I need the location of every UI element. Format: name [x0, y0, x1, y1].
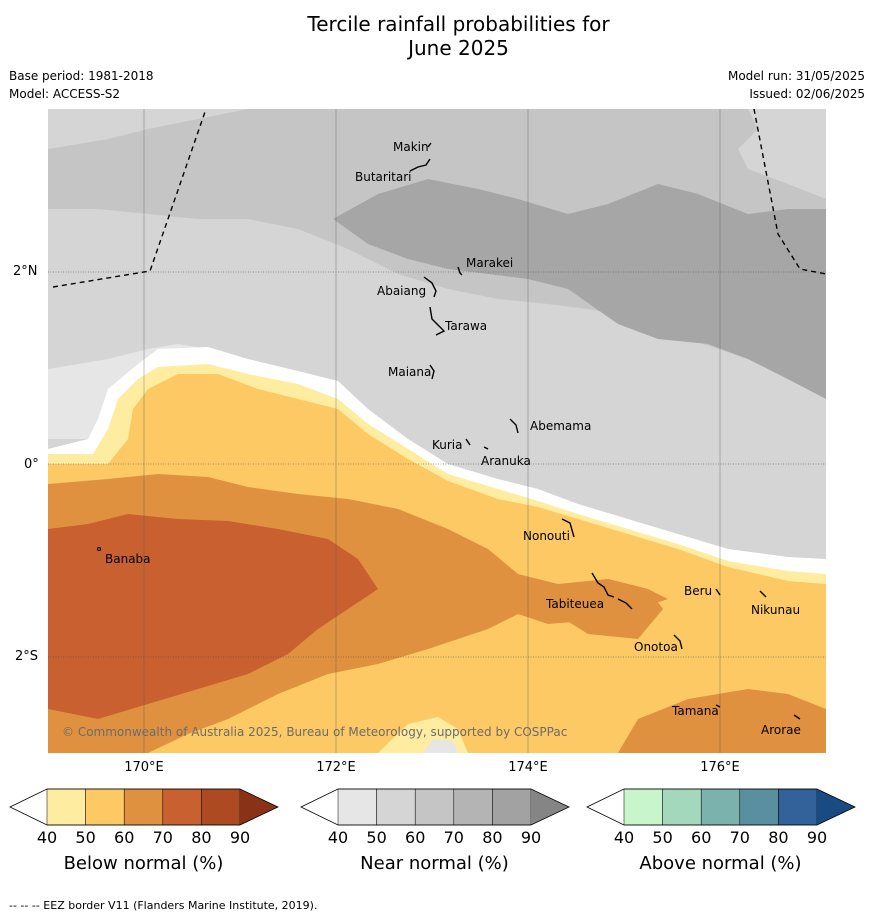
above-normal-colorbar-high-arrow	[817, 789, 855, 825]
below-normal-colorbar-segment	[123, 788, 164, 826]
near-normal-colorbar-outline	[300, 788, 570, 826]
below-normal-tick-label: 70	[152, 828, 173, 847]
label-banaba: Banaba	[105, 552, 151, 566]
model-run: Model run: 31/05/2025	[727, 69, 865, 83]
below-normal-tick-label: 50	[75, 828, 96, 847]
lon-label-176e: 176°E	[700, 760, 740, 775]
below-normal-tick-label: 80	[191, 828, 212, 847]
label-nonouti: Nonouti	[523, 529, 570, 543]
above-normal-colorbar-segment	[739, 788, 779, 826]
lat-label-0: 0°	[24, 457, 39, 472]
label-tamana: Tamana	[671, 704, 719, 718]
below-normal-tick-label: 90	[229, 828, 251, 847]
lat-label-2s: 2°S	[15, 649, 39, 664]
near-normal-colorbar-title: Near normal (%)	[360, 853, 509, 874]
meta-left: Base period: 1981-2018 Model: ACCESS-S2	[9, 67, 154, 103]
label-tarawa: Tarawa	[444, 319, 487, 333]
label-onotoa: Onotoa	[634, 640, 678, 654]
near-normal-colorbar-segment	[337, 788, 377, 826]
label-kuria: Kuria	[432, 438, 463, 452]
near-normal-50-corner	[48, 109, 248, 149]
label-marakei: Marakei	[466, 256, 513, 270]
title-line-1: Tercile rainfall probabilities for	[307, 12, 610, 36]
below-normal-tick-label: 40	[36, 828, 58, 847]
model-name: Model: ACCESS-S2	[9, 87, 121, 101]
above-normal-colorbar-segment	[778, 788, 818, 826]
below-normal-colorbar-title: Below normal (%)	[63, 853, 224, 874]
copyright-notice: © Commonwealth of Australia 2025, Bureau…	[62, 725, 567, 739]
near-normal-tick-label: 40	[327, 828, 349, 847]
near-normal-colorbar-segment	[414, 788, 455, 826]
above-normal-tick-label: 80	[768, 828, 789, 847]
label-makin: Makin	[393, 140, 429, 154]
lon-label-172e: 172°E	[316, 760, 356, 775]
label-tabiteuea: Tabiteuea	[545, 597, 604, 611]
below-normal-colorbar-segment	[162, 788, 202, 826]
label-nikunau: Nikunau	[751, 603, 800, 617]
near-normal-tick-label: 90	[520, 828, 542, 847]
near-normal-colorbar-segment	[492, 788, 532, 826]
issued-date: Issued: 02/06/2025	[749, 87, 865, 101]
probability-map: Makin Butaritari Marakei Abaiang Tarawa …	[48, 109, 826, 753]
lat-label-2n: 2°N	[13, 264, 38, 279]
above-normal-tick-label: 50	[652, 828, 673, 847]
below-normal-70-field	[48, 514, 378, 719]
near-normal-colorbar	[300, 788, 570, 826]
above-normal-tick-label: 40	[613, 828, 635, 847]
above-normal-colorbar-outline	[586, 788, 856, 826]
near-normal-colorbar-segment	[453, 788, 493, 826]
below-normal-colorbar-low-arrow	[10, 789, 47, 825]
near-normal-colorbar-low-arrow	[301, 789, 338, 825]
banaba-island	[97, 547, 101, 551]
label-aranuka: Aranuka	[481, 454, 531, 468]
below-normal-colorbar-outline	[9, 788, 279, 826]
base-period: Base period: 1981-2018	[9, 69, 154, 83]
above-normal-colorbar-low-arrow	[587, 789, 624, 825]
above-normal-colorbar-segment	[662, 788, 702, 826]
near-normal-colorbar-high-arrow	[531, 789, 569, 825]
above-normal-colorbar-segment	[700, 788, 741, 826]
gridlines	[143, 109, 721, 753]
label-abaiang: Abaiang	[377, 284, 426, 298]
label-arorae: Arorae	[761, 723, 801, 737]
below-normal-colorbar-segment	[201, 788, 241, 826]
near-normal-tick-label: 70	[443, 828, 464, 847]
below-normal-colorbar-segment	[85, 788, 125, 826]
near-normal-40-bottom	[423, 739, 458, 753]
near-normal-50-ne	[738, 109, 826, 199]
above-normal-colorbar-segment	[623, 788, 663, 826]
label-butaritari: Butaritari	[355, 170, 412, 184]
lon-label-174e: 174°E	[508, 760, 548, 775]
title-line-2: June 2025	[408, 36, 509, 60]
eez-border-east	[753, 109, 826, 275]
meta-right: Model run: 31/05/2025 Issued: 02/06/2025	[728, 67, 865, 103]
below-normal-tick-label: 60	[114, 828, 135, 847]
near-normal-tick-label: 60	[405, 828, 426, 847]
label-beru: Beru	[684, 584, 712, 598]
lat-gridlines	[48, 271, 826, 658]
above-normal-tick-label: 90	[806, 828, 828, 847]
above-normal-colorbar	[586, 788, 856, 826]
map-title: Tercile rainfall probabilities for June …	[0, 12, 873, 60]
island-outlines	[409, 142, 801, 720]
below-normal-60-tabiteuea	[548, 579, 663, 639]
below-normal-60-se	[618, 689, 826, 753]
near-normal-70-band	[333, 179, 826, 399]
above-normal-tick-label: 60	[691, 828, 712, 847]
label-maiana: Maiana	[388, 365, 431, 379]
eez-footnote: -- -- -- EEZ border V11 (Flanders Marine…	[9, 899, 318, 912]
above-normal-colorbar-title: Above normal (%)	[639, 853, 802, 874]
lon-label-170e: 170°E	[124, 760, 164, 775]
below-normal-colorbar-high-arrow	[240, 789, 278, 825]
label-abemama: Abemama	[530, 419, 591, 433]
near-normal-tick-label: 50	[366, 828, 387, 847]
above-normal-tick-label: 70	[729, 828, 750, 847]
near-normal-tick-label: 80	[482, 828, 503, 847]
near-normal-colorbar-segment	[376, 788, 416, 826]
below-normal-colorbar	[9, 788, 279, 826]
below-normal-colorbar-segment	[46, 788, 86, 826]
